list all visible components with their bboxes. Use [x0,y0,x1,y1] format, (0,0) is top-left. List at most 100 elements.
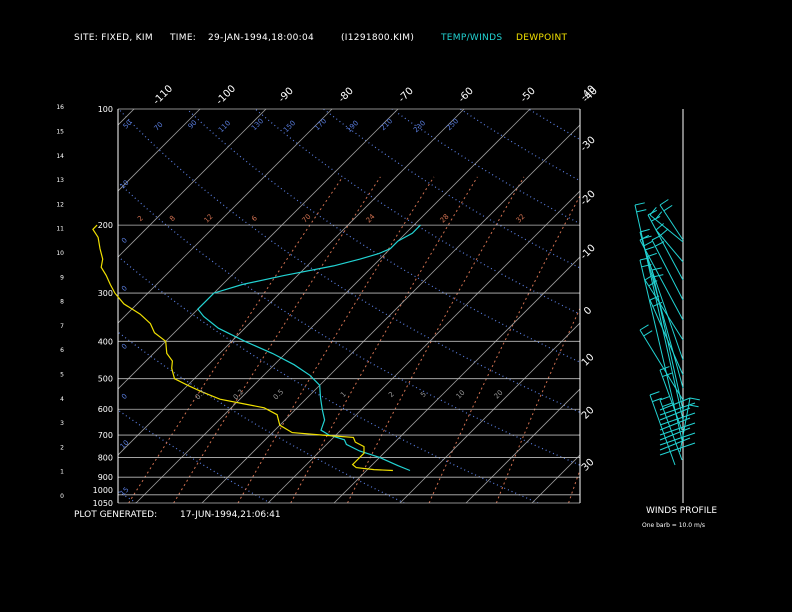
wind-barb-shaft [639,231,684,389]
wind-barb-shaft [655,229,684,263]
theta-label: 210 [379,117,394,132]
height-tick-label: 6 [60,347,64,354]
barb-note: One barb = 10.0 m/s [642,522,705,529]
top-temp-tick-label: -70 [397,86,416,105]
mixing-ratio-label: 0.5 [272,388,286,402]
wind-barb-tick [652,301,663,307]
upper-mixing-label: 24 [365,212,377,224]
height-tick-label: 1 [60,469,64,476]
wind-barb-tick [649,391,660,396]
dry-adiabat [118,490,137,503]
dewpoint-profile-line [92,224,393,472]
pressure-tick-label: 1050 [93,499,113,508]
height-tick-label: 16 [56,104,64,111]
temp-tick-label: 0 [582,305,594,317]
theta-left-label: 10 [119,179,131,191]
mixing-ratio-label: 2 [387,390,396,399]
wind-barb-shaft [649,299,684,376]
wind-barb-tick [643,330,653,337]
dry-adiabat [323,109,580,269]
theta-label: 170 [313,117,328,132]
wind-barb-tick [649,206,657,216]
wind-barb-tick [663,204,673,212]
height-tick-label: 3 [60,420,64,427]
theta-left-label: 15 [119,486,131,498]
wind-barb-shaft [634,204,684,421]
mixing-ratio-label: 0.1 [194,388,208,402]
dry-adiabat [459,109,580,182]
upper-mixing-label: 8 [168,214,177,223]
wind-barb-shaft [679,397,691,453]
wind-barb-tick [659,199,669,206]
dry-adiabat [118,255,539,503]
wind-barb-tick [648,280,658,287]
wind-barb-shaft [649,214,684,243]
height-tick-label: 11 [56,226,64,233]
theta-label: 150 [282,119,297,134]
height-tick-label: 14 [56,153,64,160]
top-temp-tick-label: -100 [214,83,238,107]
temp-tick-label: -10 [579,243,598,262]
height-tick-label: 13 [56,177,64,184]
theta-left-label: 10 [119,439,131,451]
plot-clip-group [0,0,792,503]
temp-tick-label: -30 [579,135,598,154]
height-tick-label: 9 [60,274,64,281]
height-tick-label: 2 [60,444,64,451]
wind-barb-low [659,442,696,456]
wind-barb-shaft [659,204,684,241]
wind-barb-shaft [659,399,683,461]
mixing-ratio-line [128,176,344,503]
isotherm [333,256,580,503]
theta-label: 250 [445,117,460,132]
pressure-tick-label: 1000 [93,486,113,495]
wind-barb-low [659,437,691,451]
theta-left-label: 0 [120,236,129,245]
isotherm [465,388,580,503]
wind-barb-low [659,432,696,446]
wind-barb-tick [643,240,653,247]
label-layer: 1002003004005006007008009001000105001234… [56,83,600,508]
wind-barb-tick [636,209,647,213]
wind-barb-tick [652,397,662,403]
isotherm [0,0,268,503]
isotherm [118,109,333,324]
height-tick-label: 8 [60,299,64,306]
dry-adiabat [254,109,580,315]
dry-adiabat [665,109,792,503]
height-tick-label: 12 [56,201,64,208]
mixing-ratio-line [173,176,381,503]
wind-barb-tick [662,402,672,408]
mixing-ratio-line [495,307,580,503]
legend-dewpoint: DEWPOINT [516,33,568,43]
top-temp-tick-label: -80 [337,86,356,105]
top-temp-tick-label: -110 [151,83,175,107]
isotherm [135,109,531,503]
pressure-tick-label: 200 [98,221,113,230]
site-label: SITE: FIXED, KIM [74,33,153,43]
pressure-tick-label: 400 [98,337,113,346]
isotherm [118,109,465,456]
mixing-ratio-line [237,176,435,503]
wind-barb-tick [639,324,649,331]
wind-barb-shaft [639,239,684,321]
height-tick-label: 0 [60,493,64,500]
grid-layer [0,0,792,504]
dry-adiabat [118,409,271,503]
mixing-ratio-line [428,194,580,503]
wind-barb-tick [659,366,670,371]
temp-tick-label: 20 [580,405,597,422]
mixing-ratio-line [613,177,737,503]
time-label: TIME: [170,33,197,43]
wind-barb-shaft [644,249,684,361]
isotherm [201,124,580,503]
top-temp-tick-label: -40 [581,86,600,105]
winds-profile [634,109,700,503]
dry-adiabat [118,181,580,466]
wind-barb-shaft [647,214,684,281]
mixing-ratio-label: 10 [455,389,467,401]
plot-generated-label: PLOT GENERATED: [74,510,158,520]
upper-mixing-label: 28 [439,213,451,225]
pressure-tick-label: 700 [98,431,113,440]
wind-barb-low [659,397,691,411]
